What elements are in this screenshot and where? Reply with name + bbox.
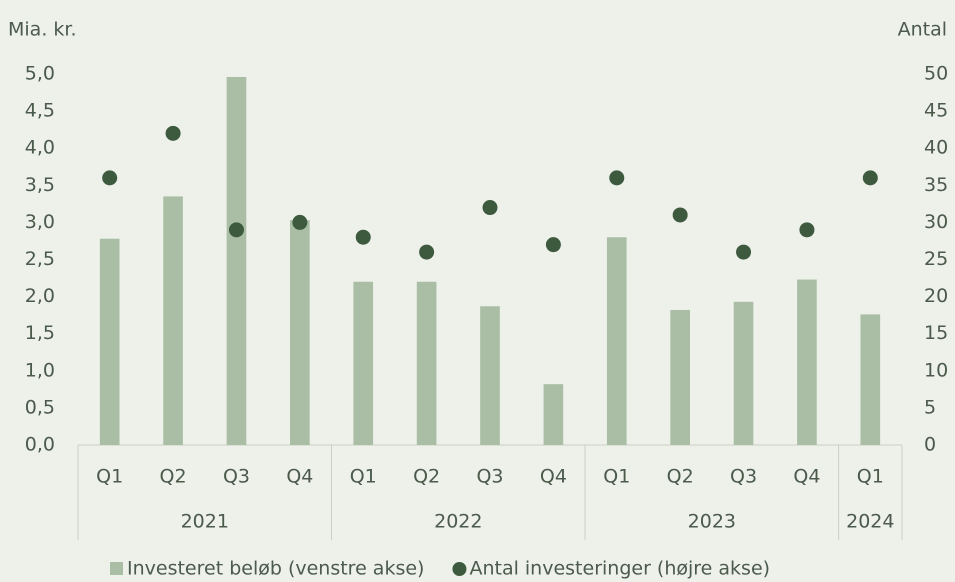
bar <box>353 281 374 445</box>
dot <box>292 214 308 230</box>
bar <box>226 76 247 445</box>
bar <box>163 196 183 445</box>
bar <box>733 301 754 445</box>
bar <box>606 237 627 445</box>
legend-label: Investeret beløb (venstre akse) <box>127 558 424 580</box>
dot <box>736 244 752 260</box>
dot <box>355 229 371 245</box>
dot <box>862 170 878 186</box>
y2-tick-label: 0 <box>924 434 936 456</box>
x-tick-label: Q2 <box>667 466 694 488</box>
y2-tick-label: 35 <box>924 174 948 196</box>
y-tick-label: 2,5 <box>25 248 55 270</box>
legend-swatch <box>110 562 123 575</box>
bar <box>99 238 120 445</box>
x-group-label: 2024 <box>846 511 894 533</box>
dot <box>609 170 625 186</box>
y-tick-label: 3,5 <box>25 174 55 196</box>
x-tick-label: Q1 <box>350 466 377 488</box>
y-tick-label: 4,5 <box>25 100 55 122</box>
y2-tick-label: 25 <box>924 248 948 270</box>
y2-axis-label: Antal <box>898 19 947 41</box>
x-tick-label: Q4 <box>540 466 567 488</box>
bar <box>480 306 500 445</box>
dot <box>102 170 118 186</box>
x-group-label: 2021 <box>181 511 229 533</box>
y2-tick-label: 30 <box>924 211 948 233</box>
x-tick-label: Q3 <box>476 466 503 488</box>
y-tick-label: 4,0 <box>25 137 55 159</box>
x-group-label: 2022 <box>434 511 482 533</box>
x-tick-label: Q3 <box>730 466 757 488</box>
y-axis-label: Mia. kr. <box>8 19 77 41</box>
bar <box>290 220 310 445</box>
dot <box>482 200 498 216</box>
x-tick-label: Q4 <box>286 466 313 488</box>
y2-tick-label: 50 <box>924 63 948 85</box>
legend-label: Antal investeringer (højre akse) <box>469 558 770 580</box>
x-tick-label: Q1 <box>857 466 884 488</box>
y2-tick-label: 45 <box>924 100 948 122</box>
y-tick-label: 3,0 <box>25 211 55 233</box>
dot <box>672 207 688 223</box>
y-tick-label: 2,0 <box>25 285 55 307</box>
y2-tick-label: 40 <box>924 137 948 159</box>
x-tick-label: Q3 <box>223 466 250 488</box>
dot <box>165 125 181 141</box>
dot <box>419 244 435 260</box>
y2-tick-label: 5 <box>924 396 936 418</box>
bar <box>797 279 817 445</box>
y-tick-label: 1,5 <box>25 322 55 344</box>
dot <box>799 222 815 238</box>
y2-tick-label: 15 <box>924 322 948 344</box>
y-tick-label: 0,5 <box>25 396 55 418</box>
dot <box>545 237 561 253</box>
y-tick-label: 5,0 <box>25 63 55 85</box>
x-tick-label: Q4 <box>793 466 820 488</box>
y-tick-label: 1,0 <box>25 359 55 381</box>
x-tick-label: Q1 <box>96 466 123 488</box>
x-tick-label: Q2 <box>413 466 440 488</box>
x-tick-label: Q1 <box>603 466 630 488</box>
bar <box>543 384 564 445</box>
y-tick-label: 0,0 <box>25 434 55 456</box>
bar <box>416 281 437 445</box>
bar <box>670 309 690 445</box>
bar <box>860 314 881 445</box>
y2-tick-label: 10 <box>924 359 948 381</box>
legend-swatch <box>452 562 467 576</box>
y2-tick-label: 20 <box>924 285 948 307</box>
dot <box>228 222 244 238</box>
x-tick-label: Q2 <box>160 466 187 488</box>
x-group-label: 2023 <box>688 511 736 533</box>
